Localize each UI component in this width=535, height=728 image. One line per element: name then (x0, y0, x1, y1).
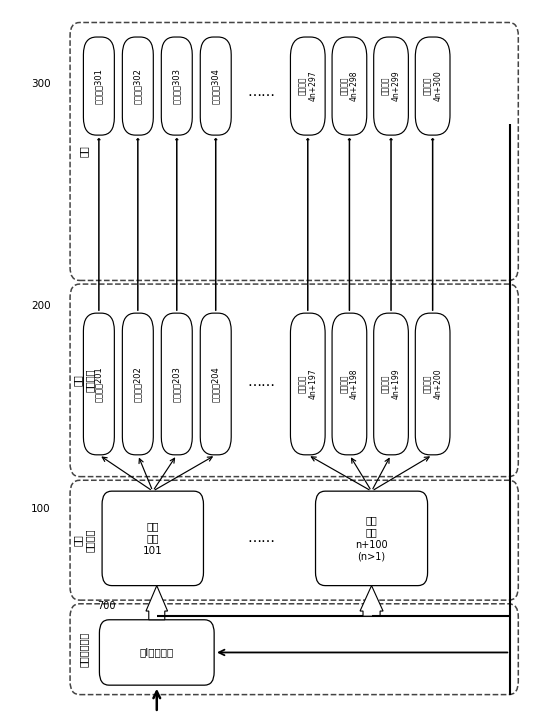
Text: 数据
锁存模块: 数据 锁存模块 (72, 529, 95, 552)
Text: 700: 700 (97, 601, 115, 611)
Text: ……: …… (247, 84, 275, 98)
Text: 100: 100 (31, 505, 50, 514)
Text: 直流电机304: 直流电机304 (211, 68, 220, 104)
FancyBboxPatch shape (373, 313, 408, 455)
Text: 数据
锁存
n+100
(n>1): 数据 锁存 n+100 (n>1) (355, 515, 388, 562)
Polygon shape (360, 585, 383, 616)
Text: 直流电机302: 直流电机302 (133, 68, 142, 104)
Text: 数据
锁存
101: 数据 锁存 101 (143, 521, 163, 555)
FancyBboxPatch shape (162, 313, 192, 455)
FancyBboxPatch shape (100, 620, 214, 685)
Text: 直流电机
4n+299: 直流电机 4n+299 (381, 71, 401, 101)
Polygon shape (146, 585, 167, 620)
FancyBboxPatch shape (162, 37, 192, 135)
Text: 驱动芯片204: 驱动芯片204 (211, 366, 220, 402)
FancyBboxPatch shape (332, 37, 367, 135)
FancyBboxPatch shape (70, 604, 518, 695)
Text: ……: …… (247, 531, 275, 545)
Text: 驱动芯片202: 驱动芯片202 (133, 366, 142, 402)
Text: 驱动芯片
4n+198: 驱动芯片 4n+198 (340, 368, 359, 399)
FancyBboxPatch shape (415, 37, 450, 135)
FancyBboxPatch shape (70, 23, 518, 280)
FancyBboxPatch shape (70, 284, 518, 477)
FancyBboxPatch shape (70, 480, 518, 600)
FancyBboxPatch shape (415, 313, 450, 455)
Text: 驱动芯片
4n+199: 驱动芯片 4n+199 (381, 368, 401, 399)
Text: 驱动芯片
4n+197: 驱动芯片 4n+197 (298, 368, 317, 399)
FancyBboxPatch shape (373, 37, 408, 135)
Text: 直流电机
4n+300: 直流电机 4n+300 (423, 71, 442, 101)
FancyBboxPatch shape (102, 491, 203, 585)
Text: 直流电机303: 直流电机303 (172, 68, 181, 104)
FancyBboxPatch shape (316, 491, 427, 585)
Text: 电机驱动模块: 电机驱动模块 (79, 632, 88, 667)
Text: ……: …… (247, 375, 275, 389)
FancyBboxPatch shape (332, 313, 367, 455)
Text: 直流电机301: 直流电机301 (94, 68, 103, 104)
Text: 驱动
芯片模块: 驱动 芯片模块 (72, 368, 95, 392)
Text: 200: 200 (31, 301, 50, 311)
Text: 直流电机
4n+298: 直流电机 4n+298 (340, 71, 359, 101)
FancyBboxPatch shape (123, 313, 154, 455)
Text: 驱动芯片201: 驱动芯片201 (94, 366, 103, 402)
FancyBboxPatch shape (291, 313, 325, 455)
FancyBboxPatch shape (200, 37, 231, 135)
Text: 驱动芯片
4n+200: 驱动芯片 4n+200 (423, 368, 442, 399)
FancyBboxPatch shape (83, 37, 114, 135)
Text: 驱动芯片203: 驱动芯片203 (172, 366, 181, 402)
Text: 300: 300 (31, 79, 50, 90)
FancyBboxPatch shape (291, 37, 325, 135)
FancyBboxPatch shape (200, 313, 231, 455)
FancyBboxPatch shape (123, 37, 154, 135)
Text: 电机: 电机 (79, 146, 88, 157)
Text: 第Ⅰ类控制器: 第Ⅰ类控制器 (140, 647, 174, 657)
Text: 直流电机
4n+297: 直流电机 4n+297 (298, 71, 317, 101)
FancyBboxPatch shape (83, 313, 114, 455)
